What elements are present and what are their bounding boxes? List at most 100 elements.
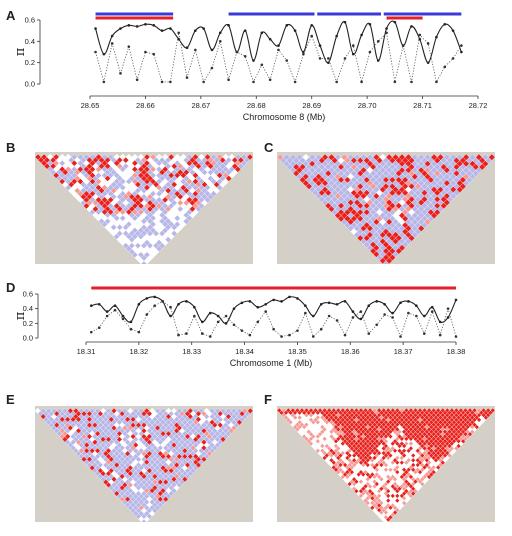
- data-point-solid: [438, 320, 442, 324]
- data-point-dotted: [177, 333, 180, 337]
- data-point-dotted: [335, 319, 339, 322]
- data-point-dotted: [280, 335, 283, 338]
- data-point-dotted: [367, 332, 371, 335]
- data-point-dotted: [383, 313, 386, 316]
- y-tick-label: 0.0: [23, 334, 33, 343]
- data-point-dotted: [260, 63, 264, 67]
- data-point-solid: [232, 307, 236, 310]
- data-point-solid: [216, 314, 220, 318]
- data-point-solid: [296, 297, 299, 300]
- data-point-solid: [277, 44, 280, 47]
- data-point-solid: [264, 302, 268, 306]
- ld-heatmap-c: [277, 152, 495, 264]
- data-point-solid: [256, 305, 260, 309]
- data-point-solid: [359, 317, 363, 321]
- data-point-solid: [311, 314, 315, 318]
- data-point-dotted: [310, 34, 314, 38]
- data-point-solid: [97, 302, 101, 306]
- data-point-dotted: [110, 42, 114, 45]
- data-point-solid: [248, 300, 252, 303]
- x-tick-label: 18.32: [129, 347, 148, 356]
- data-point-dotted: [177, 31, 180, 35]
- data-point-dotted: [185, 332, 188, 335]
- data-point-solid: [399, 301, 402, 305]
- data-point-dotted: [232, 323, 236, 327]
- data-point-solid: [137, 302, 141, 306]
- y-tick-label: 0.4: [23, 304, 33, 313]
- data-point-dotted: [296, 329, 299, 332]
- data-point-solid: [319, 302, 323, 306]
- data-point-dotted: [137, 330, 141, 334]
- data-point-solid: [218, 31, 222, 35]
- data-point-solid: [407, 300, 410, 303]
- data-point-solid: [368, 22, 372, 26]
- data-point-solid: [367, 304, 371, 308]
- data-point-solid: [327, 61, 330, 64]
- data-point-solid: [293, 29, 297, 32]
- data-point-dotted: [401, 44, 405, 47]
- data-point-dotted: [410, 80, 413, 84]
- data-point-dotted: [224, 314, 228, 318]
- series-line-dotted: [91, 300, 457, 338]
- data-point-dotted: [360, 80, 363, 84]
- data-point-solid: [288, 295, 291, 299]
- data-point-solid: [351, 310, 355, 313]
- data-point-solid: [227, 24, 230, 27]
- data-point-solid: [144, 22, 147, 26]
- y-tick-label: 0.0: [25, 80, 35, 89]
- data-point-solid: [418, 37, 422, 41]
- data-point-dotted: [216, 320, 220, 324]
- data-point-dotted: [185, 76, 189, 79]
- data-point-solid: [443, 22, 447, 26]
- data-point-solid: [110, 34, 114, 38]
- y-tick-label: 0.6: [23, 290, 33, 299]
- data-point-dotted: [285, 59, 289, 62]
- y-axis-title: π: [13, 311, 28, 320]
- data-point-solid: [335, 302, 339, 306]
- data-point-dotted: [208, 335, 212, 338]
- ld-heatmap-f: [277, 406, 495, 522]
- data-point-dotted: [127, 45, 131, 48]
- data-point-solid: [415, 304, 418, 308]
- data-point-solid: [435, 35, 438, 39]
- panel-label-b: B: [6, 140, 16, 155]
- x-tick-label: 28.71: [413, 101, 432, 110]
- data-point-dotted: [105, 314, 109, 318]
- data-point-dotted: [240, 329, 244, 332]
- data-point-solid: [89, 304, 93, 308]
- panel-label-a: A: [6, 8, 16, 23]
- data-point-solid: [240, 301, 244, 305]
- data-point-solid: [272, 298, 275, 302]
- data-point-dotted: [435, 80, 438, 84]
- x-tick-label: 18.37: [394, 347, 413, 356]
- data-point-solid: [127, 24, 131, 27]
- ld-cell: [247, 407, 253, 414]
- data-point-dotted: [161, 300, 164, 303]
- data-point-dotted: [193, 314, 196, 318]
- data-point-dotted: [430, 310, 434, 313]
- data-point-solid: [260, 31, 264, 35]
- data-point-solid: [391, 311, 394, 315]
- x-axis-title: Chromosome 1 (Mb): [230, 358, 313, 368]
- data-point-dotted: [169, 80, 172, 84]
- data-point-solid: [460, 50, 463, 54]
- x-tick-label: 18.36: [341, 347, 360, 356]
- data-point-solid: [105, 310, 109, 313]
- data-point-dotted: [319, 327, 323, 331]
- data-point-solid: [177, 37, 180, 41]
- y-tick-label: 0.4: [25, 37, 35, 46]
- data-point-dotted: [144, 50, 147, 54]
- data-point-dotted: [153, 304, 157, 308]
- data-point-solid: [200, 320, 204, 324]
- data-point-solid: [376, 59, 380, 62]
- x-tick-label: 18.31: [77, 347, 96, 356]
- data-point-solid: [193, 305, 196, 309]
- data-point-solid: [121, 314, 125, 318]
- data-point-dotted: [227, 78, 230, 82]
- data-point-dotted: [264, 310, 268, 313]
- data-point-dotted: [302, 52, 305, 56]
- data-point-solid: [160, 29, 164, 32]
- x-tick-label: 28.68: [247, 101, 266, 110]
- data-point-solid: [393, 20, 397, 24]
- data-point-dotted: [304, 311, 307, 315]
